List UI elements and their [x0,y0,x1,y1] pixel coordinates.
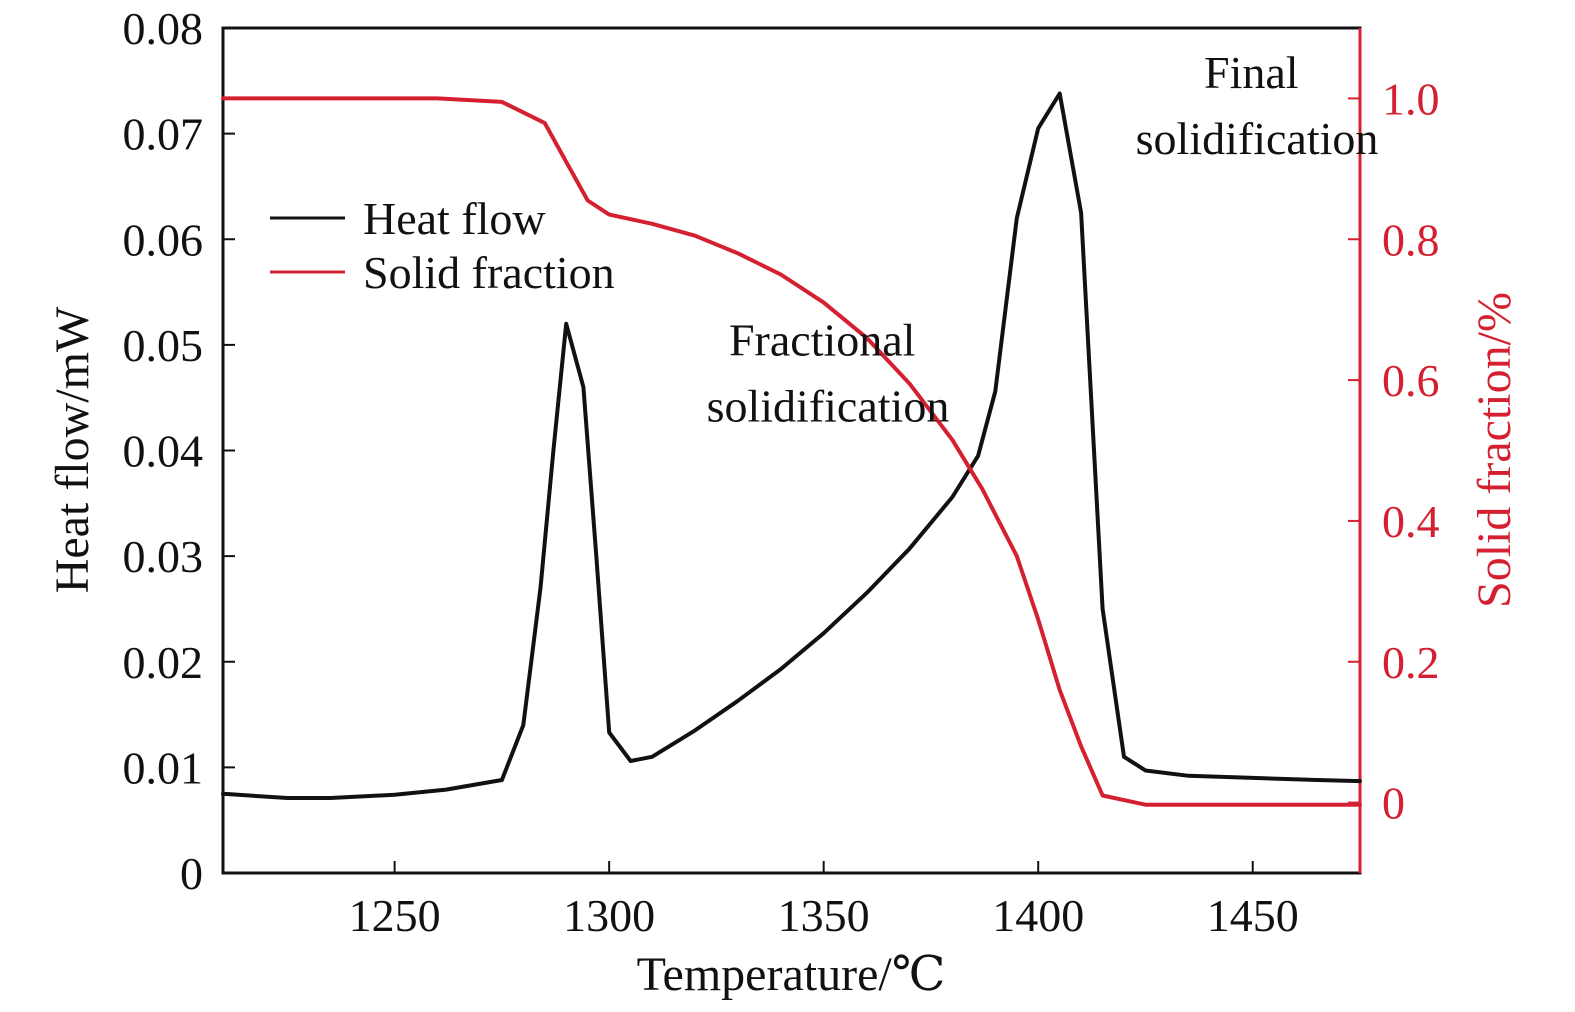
x-tick-label: 1300 [563,890,655,941]
y-tick-label: 0 [180,848,203,899]
y-tick-label: 0.04 [123,426,204,477]
y2-tick-label: 0.4 [1382,496,1440,547]
x-tick-label: 1450 [1207,890,1299,941]
y-tick-label: 0.01 [123,742,204,793]
y-tick-label: 0.02 [123,637,204,688]
y2-tick-label: 0 [1382,778,1405,829]
annotation-fractional-solidification: Fractional solidification [707,314,950,431]
y2-tick-label: 0.8 [1382,214,1440,265]
x-axis-ticks: 1250 1300 1350 1400 1450 [349,861,1299,941]
series-layer [221,91,1362,807]
y-tick-label: 0.07 [123,109,204,160]
legend: Heat flow Solid fraction [270,193,615,298]
annotation-final-line-1: Final [1204,47,1299,98]
y2-tick-label: 0.6 [1382,355,1440,406]
x-tick-label: 1350 [778,890,870,941]
y-tick-label: 0.03 [123,531,204,582]
x-axis-title: Temperature/℃ [637,948,946,1001]
left-y-axis-title: Heat flow/mW [46,306,99,593]
legend-label-solid-fraction: Solid fraction [363,247,615,298]
heat-flow-line [221,91,1362,800]
x-tick-label: 1400 [992,890,1084,941]
right-y-axis-title: Solid fraction/% [1468,292,1521,608]
right-y-axis-ticks: 0 0.2 0.4 0.6 0.8 1.0 [1348,73,1440,829]
annotation-final-line-2: solidification [1136,113,1379,164]
legend-label-heat-flow: Heat flow [363,193,546,244]
y-tick-label: 0.06 [123,214,204,265]
y2-tick-label: 1.0 [1382,73,1440,124]
solid-fraction-line [221,96,1362,807]
y-tick-label: 0.08 [123,3,204,54]
left-y-axis-ticks: 0 0.01 0.02 0.03 0.04 0.05 0.06 0.07 0.08 [123,3,235,899]
annotation-fractional-line-1: Fractional [729,314,916,365]
y-tick-label: 0.05 [123,320,204,371]
annotation-fractional-line-2: solidification [707,380,950,431]
annotation-final-solidification: Final solidification [1136,47,1379,164]
annotations: Fractional solidification Final solidifi… [707,47,1379,431]
y2-tick-label: 0.2 [1382,637,1440,688]
x-tick-label: 1250 [349,890,441,941]
